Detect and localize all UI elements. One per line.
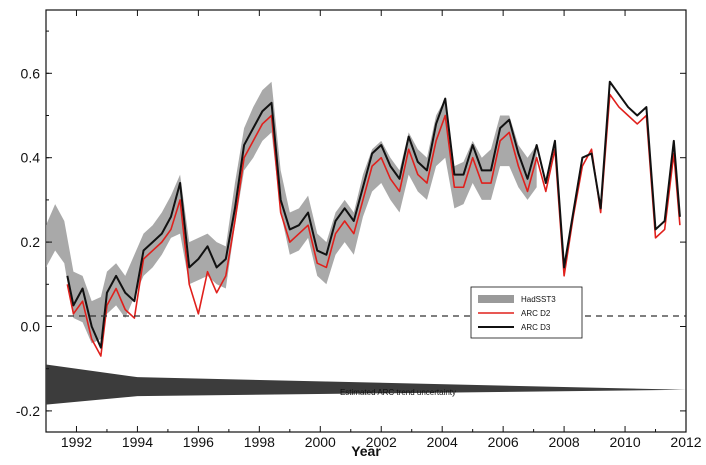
series-line-arc-d3 <box>66 80 681 349</box>
legend-swatch-hadsst3 <box>478 295 514 303</box>
x-tick-label: 1992 <box>61 434 92 450</box>
y-tick-label: -0.2 <box>16 403 40 419</box>
x-tick-label: 2000 <box>305 434 336 450</box>
x-tick-label: 2006 <box>488 434 519 450</box>
x-axis-title: Year <box>351 443 381 459</box>
legend-label: ARC D2 <box>521 309 551 318</box>
annotation-trend-uncertainty: Estimated ARC trend uncertainty <box>340 388 456 397</box>
y-tick-label: 0.0 <box>21 319 41 335</box>
plot-area <box>45 9 687 433</box>
x-tick-label: 2008 <box>549 434 580 450</box>
bands-layer <box>46 81 686 405</box>
y-axis-ticks: -0.2 0.0 0.2 0.4 0.6 <box>16 30 686 419</box>
x-tick-label: 2004 <box>427 434 458 450</box>
x-tick-label: 1994 <box>122 434 153 450</box>
y-tick-label: 0.4 <box>21 150 41 166</box>
legend-items: HadSST3 ARC D2 ARC D3 <box>478 295 556 332</box>
series-band-hadsst3 <box>46 81 537 344</box>
trend-uncertainty-band <box>46 364 686 405</box>
x-tick-label: 2012 <box>670 434 701 450</box>
x-tick-label: 2010 <box>609 434 640 450</box>
x-tick-label: 2002 <box>366 434 397 450</box>
y-tick-label: 0.6 <box>21 65 41 81</box>
y-tick-label: 0.2 <box>21 234 41 250</box>
legend-label: HadSST3 <box>521 295 556 304</box>
x-axis-ticks: 1992 1994 1996 1998 2000 2002 2004 2006 2008 2010… <box>45 10 702 450</box>
legend: HadSST3 ARC D2 ARC D3 <box>470 286 583 339</box>
x-tick-label: 1998 <box>244 434 275 450</box>
legend-label: ARC D3 <box>521 323 551 332</box>
series-line-arc-d2 <box>66 93 681 357</box>
x-tick-label: 1996 <box>183 434 214 450</box>
lines-layer <box>66 80 681 357</box>
